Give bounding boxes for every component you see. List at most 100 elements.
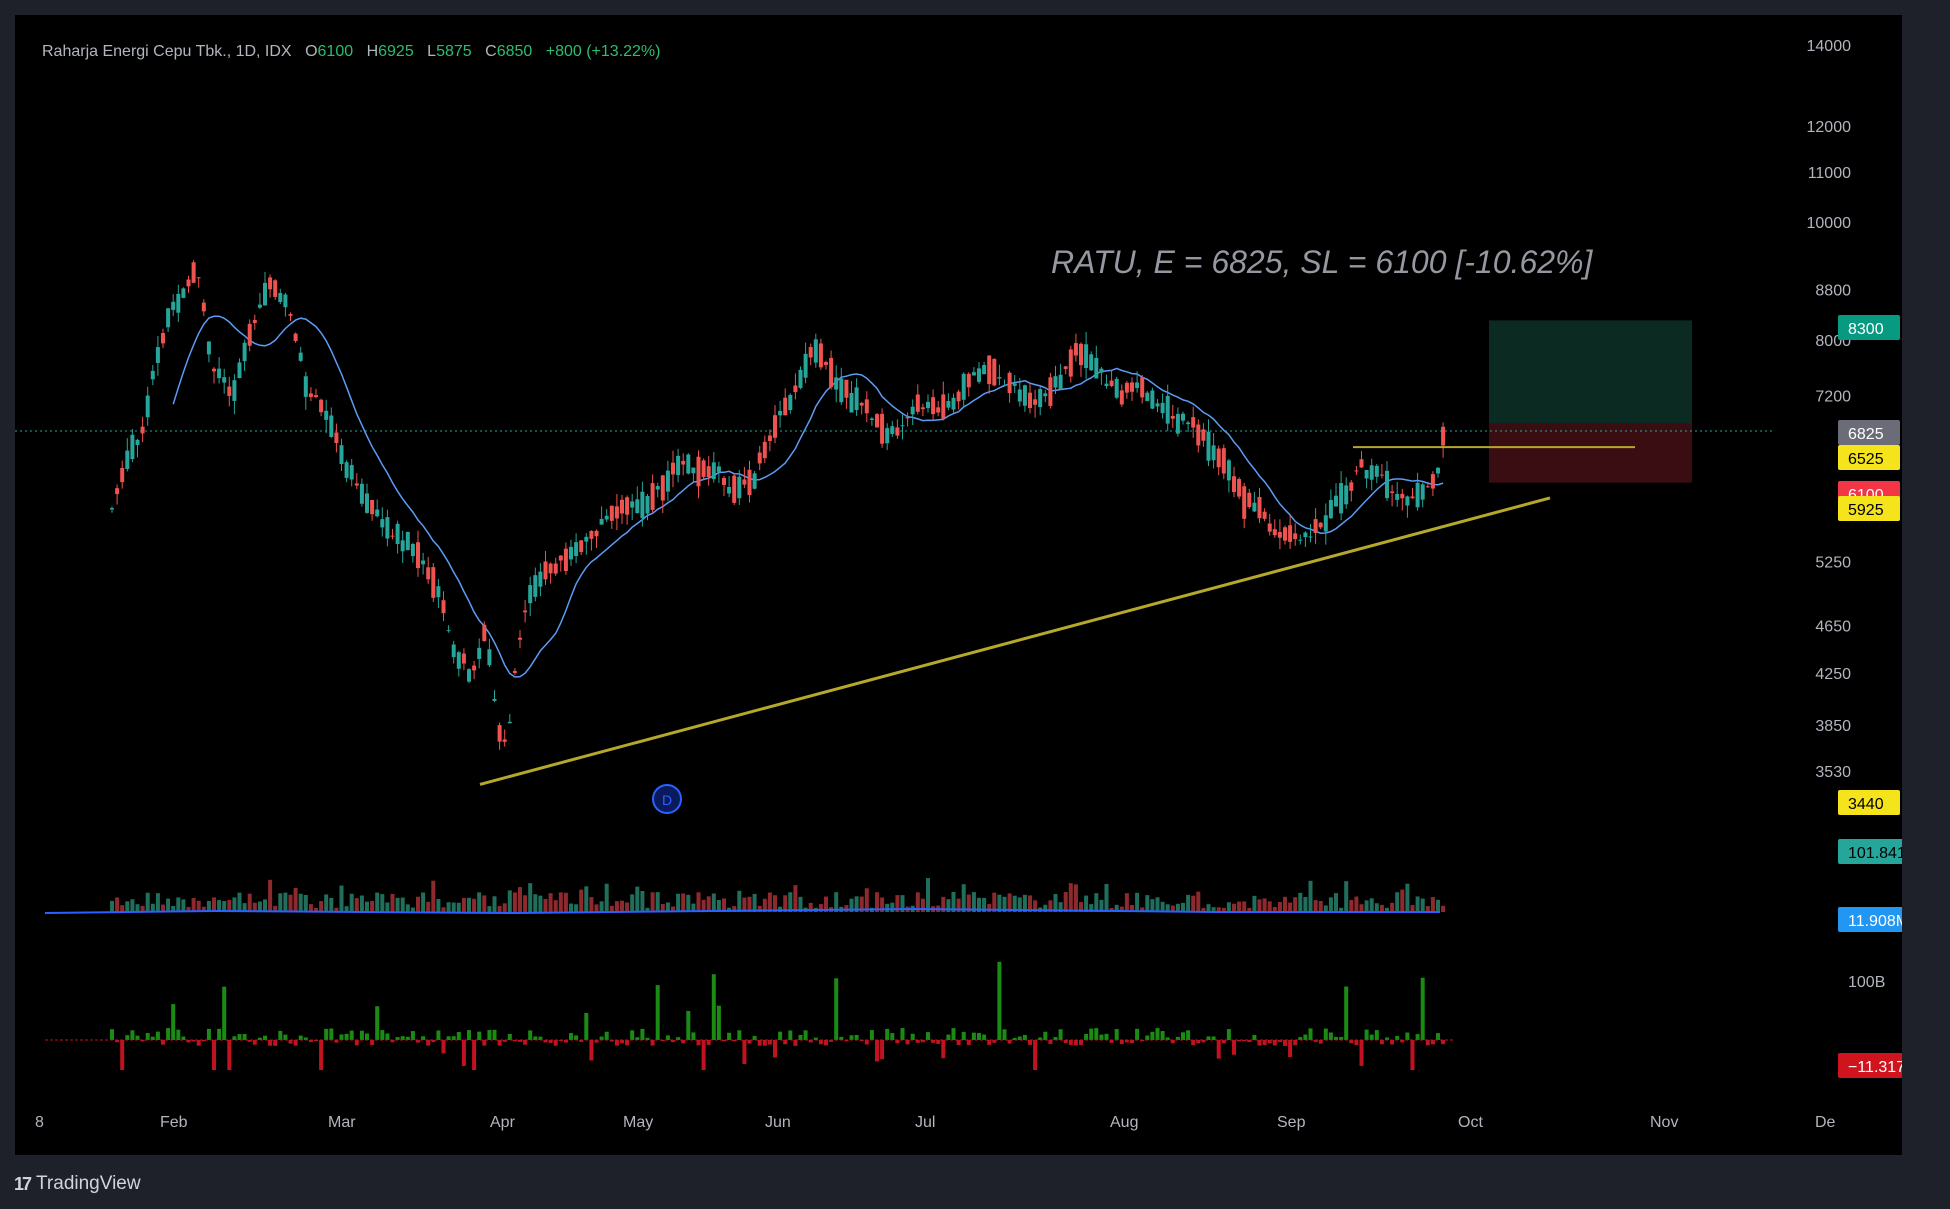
candle-body bbox=[1349, 482, 1354, 491]
candle-body bbox=[1385, 470, 1389, 499]
trade-plan-annotation[interactable]: RATU, E = 6825, SL = 6100 [-10.62%] bbox=[1051, 244, 1593, 280]
volume-bar bbox=[533, 894, 538, 912]
volume-bar bbox=[140, 905, 145, 912]
money-flow-bar bbox=[1313, 1040, 1318, 1042]
candle-body bbox=[630, 501, 635, 508]
candle-body bbox=[778, 410, 783, 416]
volume-bar bbox=[926, 878, 930, 912]
candle-body bbox=[1283, 527, 1287, 541]
chart-panel[interactable]: RATU, E = 6825, SL = 6100 [-10.62%] D 14… bbox=[15, 15, 1902, 1155]
candle-body bbox=[359, 483, 364, 504]
volume-bar bbox=[263, 899, 267, 912]
candle-body bbox=[1017, 389, 1022, 402]
candle-body bbox=[1033, 399, 1038, 405]
candle-body bbox=[385, 517, 390, 539]
volume-bar bbox=[257, 901, 262, 912]
money-flow-bar bbox=[472, 1040, 477, 1070]
money-flow-bar bbox=[543, 1040, 548, 1043]
candle-body bbox=[319, 399, 324, 413]
money-flow-bar bbox=[1441, 1040, 1446, 1045]
volume-bar bbox=[854, 896, 859, 912]
volume-bar bbox=[227, 899, 232, 912]
money-flow-bar bbox=[359, 1030, 364, 1040]
volume-bar bbox=[1334, 893, 1338, 912]
candle-body bbox=[757, 452, 762, 464]
candle-body bbox=[808, 346, 813, 358]
volume-bar bbox=[620, 900, 624, 912]
candle-body bbox=[222, 377, 227, 383]
candle-body bbox=[880, 413, 885, 444]
money-flow-bar bbox=[706, 1040, 711, 1045]
volume-bar bbox=[385, 902, 390, 912]
volume-bar bbox=[436, 899, 441, 912]
money-flow-bar bbox=[885, 1028, 890, 1040]
candle-body bbox=[426, 567, 431, 580]
money-flow-bar bbox=[665, 1035, 670, 1040]
money-flow-bar bbox=[1109, 1040, 1114, 1043]
candle-body bbox=[1379, 474, 1384, 476]
volume-bar bbox=[609, 905, 614, 912]
candle-body bbox=[1140, 377, 1145, 398]
money-flow-bar bbox=[288, 1040, 293, 1044]
volume-bar bbox=[1099, 899, 1104, 912]
volume-bar bbox=[671, 906, 675, 912]
candle-body bbox=[1124, 382, 1129, 393]
volume-bar bbox=[941, 896, 946, 912]
volume-bar bbox=[191, 898, 196, 912]
candle-body bbox=[569, 546, 573, 560]
money-flow-bar bbox=[732, 1040, 737, 1042]
symbol-name[interactable]: Raharja Energi Cepu Tbk., 1D, IDX bbox=[42, 43, 292, 60]
low-label: L bbox=[427, 43, 437, 60]
money-flow-bar bbox=[1395, 1036, 1400, 1040]
money-flow-bar bbox=[849, 1035, 854, 1040]
money-flow-bar bbox=[416, 1040, 420, 1043]
price-chart-canvas[interactable]: RATU, E = 6825, SL = 6100 [-10.62%] D 14… bbox=[15, 15, 1902, 1155]
money-flow-bar bbox=[915, 1040, 920, 1043]
money-flow-bar bbox=[334, 1040, 339, 1043]
money-flow-bar bbox=[135, 1035, 140, 1040]
money-flow-bar bbox=[375, 1006, 380, 1040]
volume-bar bbox=[283, 892, 288, 912]
candle-body bbox=[487, 649, 492, 666]
money-flow-bar bbox=[982, 1034, 987, 1040]
candle-body bbox=[247, 323, 252, 346]
candle-body bbox=[115, 488, 120, 495]
volume-bar bbox=[997, 894, 1002, 912]
volume-bar bbox=[247, 893, 252, 912]
money-flow-bar bbox=[1303, 1034, 1308, 1040]
money-flow-bar bbox=[293, 1040, 298, 1046]
candle-body bbox=[1328, 499, 1333, 519]
volume-bar bbox=[405, 904, 410, 912]
candle-body bbox=[1145, 392, 1150, 402]
candle-body bbox=[941, 394, 946, 419]
volume-bar bbox=[808, 902, 813, 912]
candle-body bbox=[533, 575, 538, 597]
candle-body bbox=[201, 302, 206, 312]
candle-body bbox=[614, 506, 619, 519]
money-flow-bar bbox=[589, 1040, 594, 1061]
volume-bar bbox=[543, 898, 548, 912]
money-flow-bar bbox=[584, 1012, 589, 1040]
volume-bar bbox=[650, 892, 655, 912]
candle-body bbox=[936, 407, 941, 413]
dividend-event-icon[interactable]: D bbox=[652, 784, 682, 814]
volume-bar bbox=[186, 906, 191, 912]
candle-body bbox=[349, 465, 354, 480]
candle-body bbox=[1237, 479, 1242, 497]
money-flow-bar bbox=[645, 1037, 650, 1040]
candle-body bbox=[451, 644, 456, 658]
money-flow-bar bbox=[278, 1030, 283, 1040]
money-flow-bar bbox=[212, 1040, 216, 1070]
volume-bar bbox=[961, 884, 966, 912]
tradingview-branding[interactable]: 17 TradingView bbox=[14, 1170, 141, 1198]
candle-body bbox=[298, 352, 303, 361]
money-flow-bar bbox=[630, 1030, 635, 1040]
money-flow-bar bbox=[650, 1040, 655, 1046]
candle-body bbox=[416, 542, 420, 569]
candle-body bbox=[701, 460, 706, 477]
candle-body bbox=[1262, 511, 1267, 519]
money-flow-bar bbox=[742, 1040, 747, 1065]
time-tick-label: Mar bbox=[328, 1114, 356, 1131]
volume-bar bbox=[1313, 900, 1318, 912]
volume-bar bbox=[1079, 902, 1083, 912]
